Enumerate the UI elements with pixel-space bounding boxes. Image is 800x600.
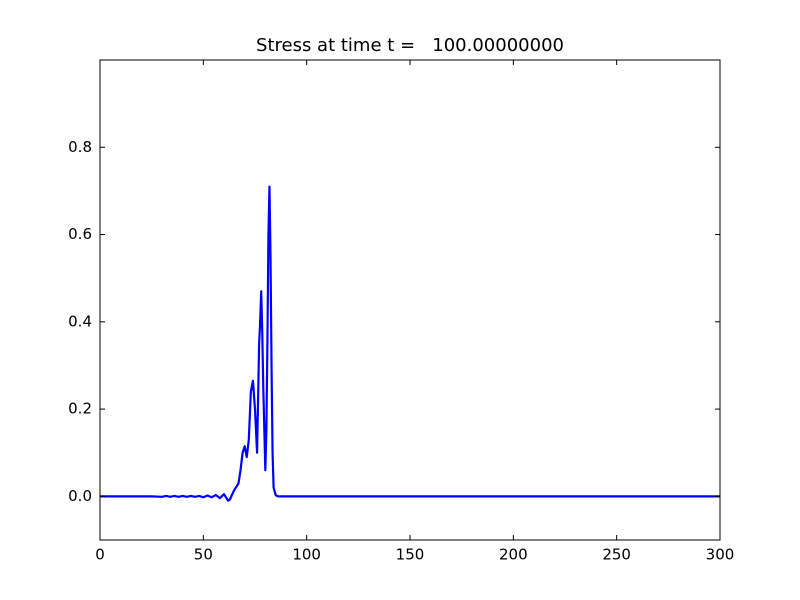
x-tick-label: 0 [95,546,105,564]
y-tick-label: 0.2 [68,400,92,418]
x-tick-label: 100 [292,546,321,564]
y-tick-label: 0.0 [68,487,92,505]
y-tick-label: 0.8 [68,138,92,156]
y-tick-label: 0.4 [68,312,92,330]
x-tick-label: 200 [499,546,528,564]
x-tick-label: 50 [194,546,213,564]
chart-title: Stress at time t = 100.00000000 [256,35,564,56]
data-line [100,185,720,502]
x-tick-label: 150 [396,546,425,564]
x-tick-label: 250 [602,546,631,564]
x-tick-label: 300 [706,546,735,564]
y-tick-label: 0.6 [68,225,92,243]
